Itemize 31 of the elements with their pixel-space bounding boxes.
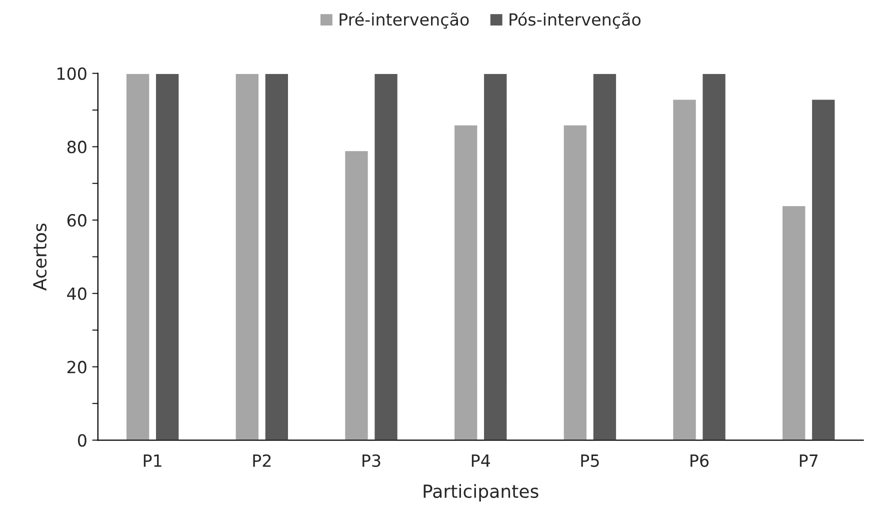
bar xyxy=(810,98,836,440)
bar xyxy=(264,73,290,440)
bar xyxy=(482,73,508,440)
x-tick-label: P6 xyxy=(690,454,709,467)
y-tick-label: 80 xyxy=(67,140,86,154)
x-tick-label: P7 xyxy=(800,454,818,467)
legend-label: Pré-intervenção xyxy=(340,12,469,29)
y-tick-label: 0 xyxy=(78,434,86,447)
x-tick-label: P3 xyxy=(362,454,380,467)
x-tick-label: P5 xyxy=(581,454,599,467)
y-tick-label: 20 xyxy=(67,360,86,374)
y-tick-label: 100 xyxy=(58,67,86,80)
x-tick-label: P1 xyxy=(144,454,162,467)
y-tick-label: 40 xyxy=(67,287,86,300)
bar xyxy=(234,73,260,440)
legend-label: Pós-intervenção xyxy=(510,12,641,29)
bar xyxy=(125,73,151,440)
bar xyxy=(344,150,370,440)
bar xyxy=(701,73,727,440)
bar xyxy=(672,98,698,440)
bar xyxy=(453,124,479,440)
bar xyxy=(154,73,180,440)
y-tick-label: 60 xyxy=(67,214,86,227)
x-axis-title: Participantes xyxy=(424,484,538,502)
bar xyxy=(373,73,399,440)
x-tick-label: P2 xyxy=(253,454,271,467)
y-axis-title: Acertos xyxy=(33,224,47,291)
bar xyxy=(781,204,807,440)
x-tick-label: P4 xyxy=(472,454,490,467)
bar xyxy=(592,73,618,440)
bar xyxy=(562,124,588,440)
